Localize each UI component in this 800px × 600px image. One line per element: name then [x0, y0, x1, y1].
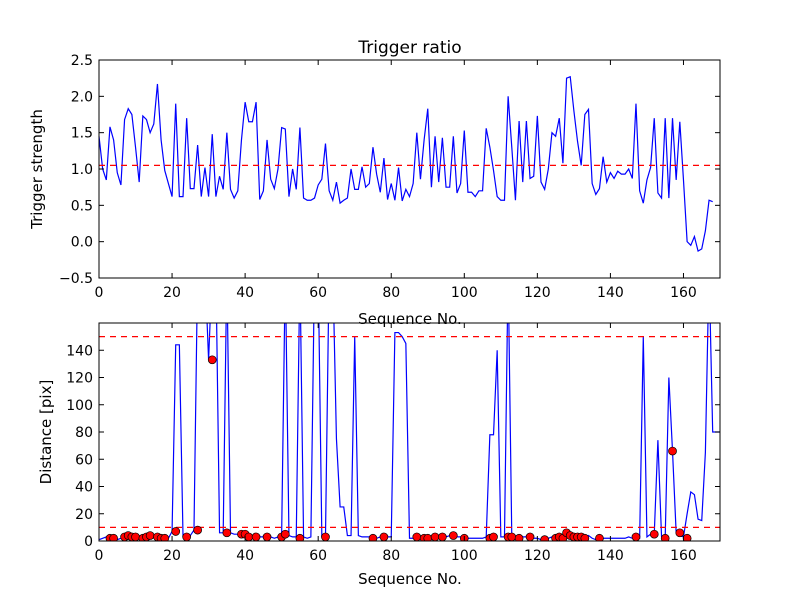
distance-marker [207, 355, 217, 365]
x-tick-label: 80 [382, 285, 400, 301]
distance-marker [321, 532, 330, 541]
top-y-axis-label: Trigger strength [28, 109, 46, 230]
distance-marker [668, 446, 677, 456]
x-tick-label: 60 [309, 548, 327, 564]
distance-marker [412, 532, 422, 541]
x-tick-label: 140 [597, 548, 624, 564]
distance-marker [631, 532, 641, 541]
y-tick-label: 100 [66, 398, 93, 414]
distance-marker [595, 533, 604, 541]
distance-panel: 0 20 40 60 80 100 120 140 160 0 20 40 60 80 100 120 140… [37, 322, 721, 588]
y-tick-label: 120 [66, 371, 93, 387]
x-tick-label: 20 [163, 285, 181, 301]
top-x-axis-label: Sequence No. [358, 310, 462, 328]
distance-marker [295, 533, 305, 541]
x-tick-label: 160 [670, 285, 697, 301]
bottom-x-axis-label: Sequence No. [358, 570, 462, 588]
x-tick-label: 60 [309, 285, 327, 301]
distance-marker [514, 533, 524, 541]
distance-marker [280, 529, 290, 539]
y-tick-label: 2.0 [71, 89, 93, 105]
y-tick-label: 140 [66, 343, 93, 359]
x-tick-label: 0 [95, 285, 104, 301]
x-tick-label: 80 [382, 548, 400, 564]
x-tick-label: 100 [451, 548, 478, 564]
y-tick-label: 2.5 [71, 53, 93, 69]
distance-marker [160, 533, 170, 541]
distance-marker [368, 533, 378, 541]
y-tick-label: 20 [75, 507, 93, 523]
y-tick-label: 0.5 [71, 198, 93, 214]
x-tick-label: 160 [670, 548, 697, 564]
distance-marker [131, 532, 140, 541]
x-tick-label: 100 [451, 285, 478, 301]
distance-marker [540, 535, 550, 541]
distance-marker [438, 532, 447, 541]
x-tick-label: 0 [95, 548, 104, 564]
distance-marker [430, 532, 440, 541]
distance-marker [489, 532, 498, 541]
y-tick-label: 40 [75, 480, 93, 496]
y-tick-label: −0.5 [59, 271, 93, 287]
distance-marker [507, 532, 517, 541]
bottom-y-axis-label: Distance [pix] [37, 380, 55, 485]
distance-marker [379, 532, 389, 541]
distance-marker [525, 532, 535, 541]
x-tick-label: 20 [163, 548, 181, 564]
x-tick-label: 120 [524, 548, 551, 564]
distance-marker [580, 533, 590, 541]
distance-marker [109, 533, 118, 541]
y-tick-label: 60 [75, 452, 93, 468]
distance-marker [171, 527, 181, 536]
distance-marker [251, 532, 261, 541]
distance-marker [675, 528, 685, 538]
distance-marker [145, 531, 155, 540]
distance-marker [222, 528, 232, 538]
distance-series [99, 323, 720, 541]
trigger-ratio-panel: Trigger ratio 0 20 40 60 80 100 120 140 160 −0.5… [28, 38, 721, 328]
y-tick-label: 0.0 [71, 235, 93, 251]
x-tick-label: 40 [236, 548, 254, 564]
y-tick-label: 1.0 [71, 162, 93, 178]
distance-marker [182, 532, 192, 541]
trigger-ratio-title: Trigger ratio [357, 38, 461, 58]
x-tick-label: 140 [597, 285, 624, 301]
distance-marker [244, 532, 254, 541]
x-tick-label: 40 [236, 285, 254, 301]
distance-marker [448, 531, 458, 540]
distance-marker [262, 532, 272, 541]
distance-marker [649, 529, 659, 539]
trigger-strength-series [98, 75, 713, 253]
y-tick-label: 80 [75, 425, 93, 441]
y-tick-label: 1.5 [71, 126, 93, 142]
x-tick-label: 120 [524, 285, 551, 301]
y-tick-label: 0 [84, 534, 93, 550]
distance-marker [660, 533, 670, 541]
distance-marker [193, 525, 202, 535]
